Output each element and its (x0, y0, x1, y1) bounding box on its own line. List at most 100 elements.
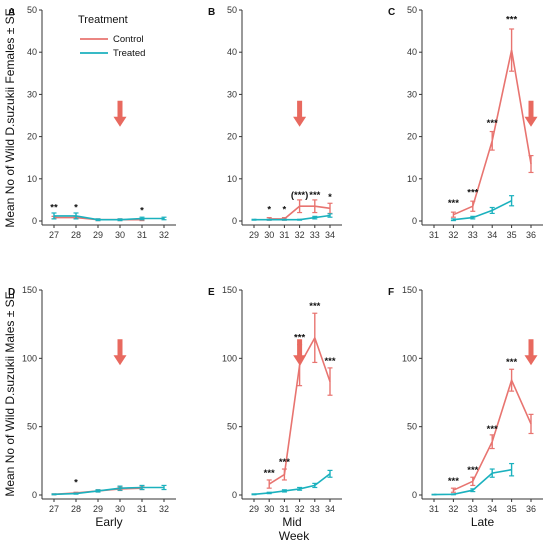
y-tick-label: 50 (407, 422, 417, 432)
x-tick-label: 35 (507, 230, 517, 240)
series-line-treated (53, 486, 164, 496)
panel-label: C (388, 7, 395, 18)
legend-label-control: Control (113, 34, 144, 45)
legend-label-treated: Treated (113, 48, 145, 59)
x-tick-label: 35 (507, 504, 517, 514)
panel-label: E (208, 287, 215, 298)
x-tick-label: 34 (487, 504, 497, 514)
x-tick-label: 32 (295, 230, 305, 240)
x-axis-label: Mid (282, 515, 301, 529)
release-arrow (113, 339, 127, 366)
significance-label: *** (467, 188, 478, 199)
y-tick-label: 30 (407, 89, 417, 99)
significance-label: *** (448, 476, 459, 487)
panel-label: B (208, 7, 215, 18)
significance-label: *** (309, 301, 320, 312)
significance-label: * (283, 205, 287, 216)
x-tick-label: 31 (279, 504, 289, 514)
x-axis-label: Early (95, 515, 122, 529)
release-arrow (113, 100, 127, 127)
x-tick-label: 33 (468, 504, 478, 514)
significance-label: *** (506, 357, 517, 368)
panel-label: F (388, 287, 394, 298)
x-tick-label: 28 (71, 230, 81, 240)
y-tick-label: 10 (227, 174, 237, 184)
x-tick-label: 32 (295, 504, 305, 514)
x-tick-label: 30 (115, 230, 125, 240)
significance-label: *** (448, 198, 459, 209)
x-tick-label: 31 (137, 230, 147, 240)
y-tick-label: 10 (407, 174, 417, 184)
x-tick-label: 33 (468, 230, 478, 240)
significance-label: *** (294, 333, 305, 344)
y-tick-label: 100 (402, 353, 417, 363)
series-line-treated (253, 473, 331, 496)
y-tick-label: 150 (22, 285, 37, 295)
x-tick-label: 31 (137, 504, 147, 514)
y-tick-label: 40 (227, 47, 237, 57)
x-tick-label: 32 (448, 504, 458, 514)
y-tick-label: 30 (227, 89, 237, 99)
legend: Treatment Control Treated (78, 14, 145, 59)
x-tick-label: 29 (93, 230, 103, 240)
significance-label: *** (487, 118, 498, 129)
x-tick-label: 36 (526, 230, 536, 240)
y-tick-label: 0 (412, 216, 417, 226)
x-tick-label: 28 (71, 504, 81, 514)
y-tick-label: 40 (407, 47, 417, 57)
series-line-treated (54, 215, 164, 221)
y-tick-label: 50 (227, 422, 237, 432)
significance-label: *** (324, 356, 335, 367)
x-tick-label: 34 (487, 230, 497, 240)
y-tick-label: 10 (27, 174, 37, 184)
y-tick-label: 0 (232, 216, 237, 226)
y-axis-label-bottom: Mean No of Wild D.suzukii Males ± SE (3, 291, 17, 496)
significance-label: *** (487, 424, 498, 435)
y-tick-label: 50 (27, 422, 37, 432)
panel-D: 0 50 100 150 27 28 29 30 31 32 D Early * (8, 285, 176, 529)
x-tick-label: 31 (429, 504, 439, 514)
x-tick-label: 27 (49, 230, 59, 240)
series-line-treated (453, 199, 512, 221)
release-arrow (524, 100, 538, 127)
y-tick-label: 20 (407, 132, 417, 142)
y-axis-label-top: Mean No of Wild D.suzukii Females ± SE (3, 8, 17, 227)
significance-label: * (328, 192, 332, 203)
significance-label: (***) (291, 190, 308, 201)
significance-label: *** (467, 465, 478, 476)
panel-label: D (8, 287, 15, 298)
x-tick-label: 30 (264, 504, 274, 514)
significance-label: *** (264, 468, 275, 479)
x-tick-label: 36 (526, 504, 536, 514)
significance-label: *** (309, 190, 320, 201)
x-tick-label: 30 (115, 504, 125, 514)
significance-label: * (267, 205, 271, 216)
x-tick-label: 32 (159, 504, 169, 514)
significance-label: * (140, 205, 144, 216)
x-tick-label: 30 (264, 230, 274, 240)
significance-label: * (74, 477, 78, 488)
x-axis-label-shared: Week (279, 529, 310, 543)
x-tick-label: 33 (310, 504, 320, 514)
x-tick-label: 33 (310, 230, 320, 240)
y-tick-label: 40 (27, 47, 37, 57)
significance-label: *** (279, 457, 290, 468)
x-tick-label: 31 (279, 230, 289, 240)
x-tick-label: 34 (325, 230, 335, 240)
legend-title: Treatment (78, 14, 128, 26)
panel-label: A (8, 7, 15, 18)
significance-label: ** (50, 202, 58, 213)
x-tick-label: 34 (325, 504, 335, 514)
panel-E: 0 50 100 150 29 30 31 32 33 34 E Mid *** *** *** *** *** (208, 285, 342, 529)
significance-label: *** (506, 15, 517, 26)
panel-C: 0 10 20 30 40 50 31 32 33 34 35 36 C *** *** *** *** (388, 5, 543, 240)
y-tick-label: 50 (407, 5, 417, 15)
x-tick-label: 29 (249, 504, 259, 514)
x-tick-label: 32 (159, 230, 169, 240)
y-tick-label: 20 (27, 132, 37, 142)
significance-label: * (74, 202, 78, 213)
y-tick-label: 50 (227, 5, 237, 15)
